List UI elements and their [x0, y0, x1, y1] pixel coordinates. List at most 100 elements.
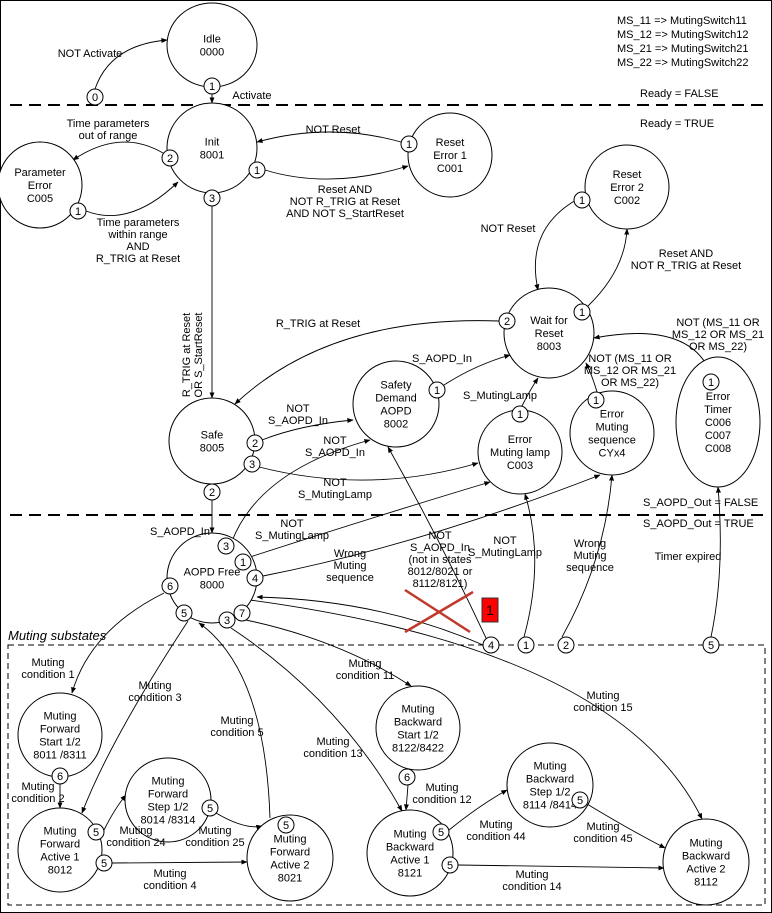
state-circle — [407, 112, 493, 198]
transition-label-line: NOT — [280, 518, 304, 530]
transition-port: 2 — [203, 483, 221, 501]
port-number: 1 — [593, 395, 599, 407]
transition-label-line: Wrong — [334, 548, 366, 560]
transition-arrow — [94, 37, 168, 90]
transition-arrow — [443, 354, 511, 386]
annotation-badge-text: 1 — [486, 602, 494, 618]
transition-label-line: R_TRIG at Reset — [276, 318, 360, 330]
state-label-line: 8021 — [278, 873, 302, 885]
transition-arrow — [261, 418, 354, 441]
transition-port: 1 — [400, 135, 418, 153]
port-circle — [428, 381, 446, 399]
transition-port: 5 — [432, 823, 450, 841]
port-number: 5 — [708, 640, 714, 652]
port-circle — [246, 569, 264, 587]
port-number: 5 — [93, 827, 99, 839]
state-label-line: Timer — [704, 404, 732, 416]
transition-port: 5 — [441, 856, 459, 874]
transition-arrow — [198, 622, 271, 819]
port-number: 6 — [404, 772, 410, 784]
transition-label-line: condition 12 — [412, 794, 471, 806]
port-circle — [218, 611, 236, 629]
transition-arrow — [262, 474, 601, 577]
state-label-line: 8121 — [398, 868, 422, 880]
state-label-line: C006 — [705, 417, 731, 429]
port-circle — [277, 816, 295, 834]
port-number: 5 — [438, 827, 444, 839]
port-number: 2 — [167, 153, 173, 165]
port-circle — [482, 636, 500, 654]
transition-arrow — [534, 199, 577, 291]
transition-port: 5 — [175, 604, 193, 622]
state-label-line: 8114 /8414 — [523, 800, 577, 812]
transition-label-line: condition 44 — [466, 831, 525, 843]
transition-port: 2 — [498, 312, 516, 330]
port-circle — [441, 856, 459, 874]
transition-label-line: Wrong — [574, 538, 606, 550]
port-circle — [234, 553, 252, 571]
state-label-line: Muting — [273, 834, 306, 846]
transition-port: 5 — [87, 823, 105, 841]
state-label-line: 8001 — [200, 150, 224, 162]
transition-arrow — [264, 165, 409, 180]
transition-arrow — [710, 486, 721, 638]
state-label-line: 8014 /8314 — [140, 815, 195, 827]
port-number: 5 — [577, 795, 583, 807]
transition-label-line: MS_12 OR MS_21 — [672, 329, 764, 341]
aopd-out-true-label: S_AOPD_Out = TRUE — [643, 518, 754, 530]
transition-label-line: Muting — [586, 690, 619, 702]
state-label-line: Wait for — [530, 315, 568, 327]
port-circle — [400, 135, 418, 153]
port-number: 1 — [209, 81, 215, 93]
state-label-line: Backward — [526, 774, 574, 786]
port-number: 7 — [239, 608, 245, 620]
transition-label-line: Muting — [348, 658, 381, 670]
transition-port: 3 — [203, 189, 221, 207]
strike-annotation: 1 — [404, 588, 499, 634]
port-number: 1 — [579, 307, 585, 319]
state-label-line: Muting — [151, 776, 184, 788]
transition-arrow — [231, 439, 371, 542]
port-number: 4 — [252, 573, 258, 585]
transition-label-line: R_TRIG at Reset — [181, 313, 193, 397]
transition-label: NOT Activate — [58, 48, 123, 60]
state-label-line: Error — [706, 391, 731, 403]
port-number: 2 — [504, 316, 510, 328]
aopd-out-false-label: S_AOPD_Out = FALSE — [643, 497, 758, 509]
state-label-line: 8002 — [384, 419, 408, 431]
port-circle — [203, 483, 221, 501]
state-label-line: Muting — [393, 829, 426, 841]
transition-port: 1 — [573, 191, 591, 209]
transition-label-line: NOT — [323, 477, 347, 489]
port-circle — [246, 434, 264, 452]
state-circle — [352, 360, 440, 448]
transition-arrow — [258, 462, 479, 481]
transition-label-line: 8112/8121) — [413, 578, 468, 590]
state-label-line: Active 2 — [686, 864, 725, 876]
transition-label-line: 8012/8021 or — [408, 566, 473, 578]
transition-label-line: NOT Activate — [58, 48, 123, 60]
transition-port: 3 — [218, 611, 236, 629]
state-label-line: Active 2 — [270, 860, 309, 872]
muting-substates-box — [7, 644, 766, 906]
transition-port: 2 — [246, 434, 264, 452]
transition-label-line: Muting — [31, 657, 64, 669]
port-circle — [587, 391, 605, 409]
transition-arrow — [234, 320, 500, 405]
state-label-line: Active 1 — [40, 852, 79, 864]
transition-label-line: Muting — [573, 550, 606, 562]
state-label-line: 8005 — [200, 443, 224, 455]
transition-port: 1 — [517, 636, 535, 654]
port-number: 6 — [167, 581, 173, 593]
port-circle — [175, 604, 193, 622]
